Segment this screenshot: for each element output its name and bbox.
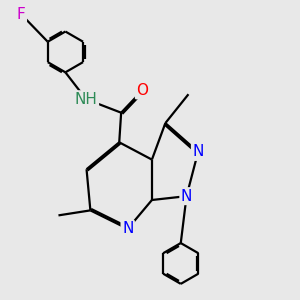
Text: N: N <box>181 189 192 204</box>
Text: N: N <box>122 221 134 236</box>
Text: O: O <box>136 83 148 98</box>
Text: F: F <box>17 7 26 22</box>
Text: NH: NH <box>75 92 98 107</box>
Text: N: N <box>192 144 204 159</box>
